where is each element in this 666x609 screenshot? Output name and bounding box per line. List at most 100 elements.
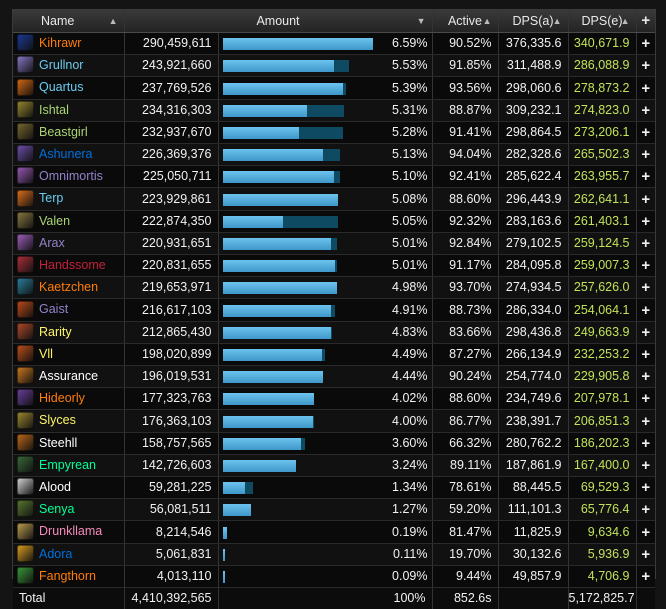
- table-row[interactable]: Kaetzchen 219,653,971 4.98% 93.70% 274,934.5…: [13, 276, 655, 300]
- plus-icon: +: [641, 567, 651, 585]
- dps-active: 284,095.8: [498, 254, 569, 278]
- column-header-active-label: Active: [447, 14, 483, 28]
- table-row[interactable]: Terp 223,929,861 5.08% 88.60% 296,443.9 262,6…: [13, 187, 655, 211]
- expand-row-button[interactable]: +: [636, 54, 655, 78]
- dps-effective: 229,905.8: [568, 365, 637, 389]
- expand-row-button[interactable]: +: [636, 32, 655, 56]
- player-name: Ishtal: [39, 102, 69, 117]
- table-row[interactable]: Hideorly 177,323,763 4.02% 88.60% 234,749.6 2…: [13, 387, 655, 411]
- column-header-name[interactable]: Name ▲: [13, 10, 125, 33]
- expand-row-button[interactable]: +: [636, 143, 655, 167]
- table-row[interactable]: Steehll 158,757,565 3.60% 66.32% 280,762.2 18…: [13, 432, 655, 455]
- table-row[interactable]: Beastgirl 232,937,670 5.28% 91.41% 298,864.5…: [13, 121, 655, 145]
- table-row[interactable]: Senya 56,081,511 1.27% 59.20% 111,101.3 65,77…: [13, 498, 655, 522]
- damage-percent: 1.34%: [392, 480, 428, 495]
- table-row[interactable]: Gaist 216,617,103 4.91% 88.73% 286,334.0 254,…: [13, 298, 655, 322]
- column-header-dps-a-label: DPS(a): [512, 14, 554, 28]
- expand-row-button[interactable]: +: [636, 321, 655, 344]
- column-header-amount[interactable]: Amount ▼: [124, 10, 433, 33]
- expand-row-button[interactable]: +: [636, 454, 655, 478]
- damage-amount: 232,937,670: [124, 121, 219, 145]
- table-row[interactable]: Assurance 196,019,531 4.44% 90.24% 254,774.0…: [13, 365, 655, 389]
- sort-descending-icon[interactable]: ▼: [416, 16, 426, 26]
- expand-row-button[interactable]: +: [636, 298, 655, 322]
- total-row: Total 4,410,392,565 100% 852.6s 5,172,82…: [13, 587, 655, 609]
- table-row[interactable]: Ashunera 226,369,376 5.13% 94.04% 282,328.6 2…: [13, 143, 655, 167]
- column-header-dps-e-label: DPS(e): [581, 14, 623, 28]
- damage-percent: 0.11%: [392, 546, 428, 561]
- damage-bar-fill: [222, 82, 343, 95]
- table-row[interactable]: Empyrean 142,726,603 3.24% 89.11% 187,861.9 1…: [13, 454, 655, 478]
- expand-row-button[interactable]: +: [636, 520, 655, 544]
- expand-row-button[interactable]: +: [636, 187, 655, 211]
- class-spec-icon: [17, 256, 34, 274]
- table-row[interactable]: Grullnor 243,921,660 5.53% 91.85% 311,488.9 2…: [13, 54, 655, 78]
- table-row[interactable]: Fangthorn 4,013,110 0.09% 9.44% 49,857.9 4,70…: [13, 565, 655, 589]
- player-name: Fangthorn: [39, 569, 96, 584]
- expand-row-button[interactable]: +: [636, 343, 655, 367]
- expand-row-button[interactable]: +: [636, 165, 655, 189]
- player-name-cell: Quartus: [13, 76, 125, 100]
- expand-row-button[interactable]: +: [636, 99, 655, 122]
- damage-bar-cell: 5.13%: [218, 143, 433, 167]
- class-spec-icon: [17, 544, 34, 562]
- expand-row-button[interactable]: +: [636, 210, 655, 233]
- dps-effective: 263,955.7: [568, 165, 637, 189]
- table-row[interactable]: Slyces 176,363,103 4.00% 86.77% 238,391.7 206…: [13, 409, 655, 433]
- expand-row-button[interactable]: +: [636, 565, 655, 589]
- expand-row-button[interactable]: +: [636, 254, 655, 278]
- damage-bar-cell: 5.05%: [218, 210, 433, 233]
- table-row[interactable]: Kihrawr 290,459,611 6.59% 90.52% 376,335.6 34…: [13, 32, 655, 56]
- sort-updown-icon[interactable]: ▲: [620, 16, 630, 26]
- expand-row-button[interactable]: +: [636, 432, 655, 455]
- expand-row-button[interactable]: +: [636, 232, 655, 256]
- column-header-dps-a[interactable]: DPS(a) ▲: [498, 10, 569, 33]
- damage-percent: 4.91%: [392, 302, 428, 317]
- active-percent: 9.44%: [432, 565, 499, 589]
- damage-amount: 223,929,861: [124, 187, 219, 211]
- table-row[interactable]: Alood 59,281,225 1.34% 78.61% 88,445.5 69,529…: [13, 476, 655, 500]
- player-name: Kaetzchen: [39, 280, 99, 295]
- column-header-dps-e[interactable]: DPS(e) ▲: [568, 10, 637, 33]
- expand-row-button[interactable]: +: [636, 76, 655, 100]
- player-name-cell: Ashunera: [13, 143, 125, 167]
- table-row[interactable]: Valen 222,874,350 5.05% 92.32% 283,163.6 261,…: [13, 210, 655, 233]
- damage-amount: 290,459,611: [124, 32, 219, 56]
- expand-row-button[interactable]: +: [636, 387, 655, 411]
- table-row[interactable]: Arax 220,931,651 5.01% 92.84% 279,102.5 259,1…: [13, 232, 655, 256]
- expand-row-button[interactable]: +: [636, 543, 655, 566]
- expand-row-button[interactable]: +: [636, 365, 655, 389]
- table-row[interactable]: Drunkllama 8,214,546 0.19% 81.47% 11,825.9 9,…: [13, 520, 655, 544]
- add-column-button[interactable]: +: [636, 10, 655, 33]
- damage-bar-fill: [222, 415, 313, 428]
- expand-row-button[interactable]: +: [636, 276, 655, 300]
- player-name-cell: Gaist: [13, 298, 125, 322]
- sort-updown-icon[interactable]: ▲: [482, 16, 492, 26]
- table-row[interactable]: Omnimortis 225,050,711 5.10% 92.41% 285,622.…: [13, 165, 655, 189]
- damage-bar-cell: 0.09%: [218, 565, 433, 589]
- table-row[interactable]: Rarity 212,865,430 4.83% 83.66% 298,436.8 249…: [13, 321, 655, 344]
- total-dps-a: [498, 587, 569, 609]
- player-name-cell: Assurance: [13, 365, 125, 389]
- plus-icon: +: [641, 412, 651, 430]
- damage-bar-cell: 5.01%: [218, 254, 433, 278]
- expand-row-button[interactable]: +: [636, 121, 655, 145]
- table-row[interactable]: Adora 5,061,831 0.11% 19.70% 30,132.6 5,936.9…: [13, 543, 655, 566]
- damage-amount: 198,020,899: [124, 343, 219, 367]
- expand-row-button[interactable]: +: [636, 476, 655, 500]
- class-spec-icon: [17, 56, 34, 74]
- active-percent: 59.20%: [432, 498, 499, 522]
- sort-updown-icon[interactable]: ▲: [108, 16, 118, 26]
- dps-effective: 286,088.9: [568, 54, 637, 78]
- table-row[interactable]: Quartus 237,769,526 5.39% 93.56% 298,060.6 27…: [13, 76, 655, 100]
- table-row[interactable]: Handssome 220,831,655 5.01% 91.17% 284,095.8…: [13, 254, 655, 278]
- column-header-active[interactable]: Active ▲: [432, 10, 499, 33]
- sort-updown-icon[interactable]: ▲: [552, 16, 562, 26]
- plus-icon: +: [641, 301, 651, 319]
- damage-percent: 5.28%: [392, 124, 428, 139]
- dps-active: 88,445.5: [498, 476, 569, 500]
- expand-row-button[interactable]: +: [636, 498, 655, 522]
- table-row[interactable]: Ishtal 234,316,303 5.31% 88.87% 309,232.1 274…: [13, 99, 655, 122]
- expand-row-button[interactable]: +: [636, 409, 655, 433]
- table-row[interactable]: Vll 198,020,899 4.49% 87.27% 266,134.9 232,25…: [13, 343, 655, 367]
